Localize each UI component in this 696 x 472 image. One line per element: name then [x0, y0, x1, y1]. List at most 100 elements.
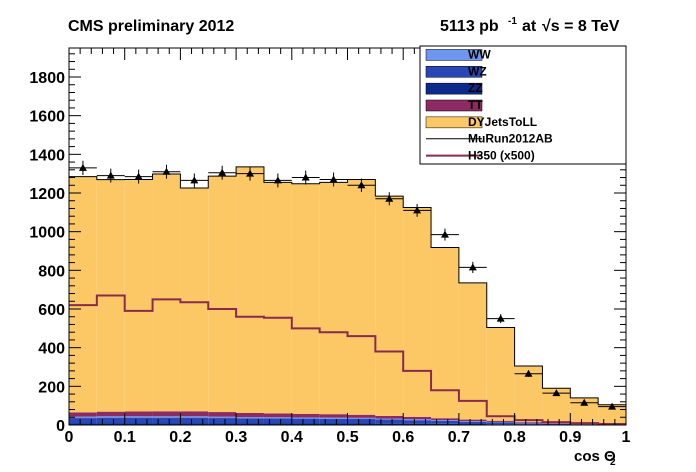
bar-ww-6: [236, 417, 264, 419]
data-point-5: [218, 168, 227, 176]
bar-ww-14: [458, 421, 487, 422]
legend-label-4: DYJetsToLL: [468, 115, 537, 129]
data-point-7: [273, 176, 282, 184]
x-tick-label-2: 0.2: [169, 429, 191, 446]
plot-area: 0 200 400 600 800 1000 1200 1400 1600 1800 0 0.1 0.2…: [29, 47, 631, 446]
bar-ww-7: [263, 417, 292, 419]
bar-zz-7: [263, 423, 292, 425]
bar-dyjetstoll-12: [403, 207, 432, 417]
bar-ww-3: [152, 416, 181, 418]
bar-zz-12: [403, 423, 432, 425]
bar-ww-15: [486, 421, 515, 423]
signal-line: [69, 294, 626, 426]
bar-zz-4: [180, 423, 209, 425]
bar-tt-16: [514, 422, 543, 423]
bar-zz-2: [124, 423, 153, 425]
bar-ww-13: [431, 420, 459, 421]
bar-dyjetstoll-7: [263, 182, 292, 414]
x-tick-label-0: 0: [65, 429, 74, 446]
data-point-6: [246, 169, 255, 177]
y-tick-label-1: 200: [38, 379, 65, 396]
bar-ww-4: [180, 416, 209, 418]
legend-label-6: H350 (x500): [468, 149, 535, 163]
bar-wz-1: [96, 417, 125, 424]
chart-title: CMS preliminary 2012: [68, 18, 234, 35]
bar-zz-6: [236, 423, 264, 425]
bar-tt-2: [124, 411, 153, 417]
legend-swatch-0: [425, 49, 483, 61]
bar-tt-3: [152, 411, 181, 417]
bar-wz-8: [291, 418, 320, 424]
x-tick-label-9: 0.9: [559, 429, 581, 446]
bar-wz-12: [403, 420, 432, 424]
energy-prefix: at: [522, 18, 537, 35]
bar-tt-1: [96, 411, 125, 417]
bar-tt-17: [542, 423, 571, 424]
bar-ww-10: [347, 417, 376, 420]
data-point-15: [496, 314, 505, 322]
bar-tt-5: [208, 412, 237, 417]
data-point-10: [357, 181, 366, 189]
bar-ww-9: [319, 417, 348, 419]
bar-wz-17: [542, 423, 571, 425]
bar-dyjetstoll-4: [180, 187, 209, 412]
legend-label-0: WW: [468, 47, 491, 61]
data-point-0: [78, 163, 87, 171]
legend: WW WZ ZZ TT DYJetsToLL MuRun2012AB H350 (x500): [419, 45, 627, 165]
bar-wz-5: [208, 418, 237, 424]
bar-dyjetstoll-14: [458, 282, 487, 420]
data-point-9: [329, 175, 338, 183]
bar-wz-10: [347, 419, 376, 424]
bar-ww-5: [208, 416, 237, 419]
data-point-4: [190, 176, 199, 184]
data-point-13: [440, 230, 449, 238]
legend-label-5: MuRun2012AB: [468, 132, 553, 146]
bar-zz-3: [152, 423, 181, 425]
lumi-exponent: -1: [508, 16, 517, 27]
bar-ww-1: [96, 416, 125, 418]
bar-zz-0: [69, 423, 97, 425]
bar-wz-4: [180, 417, 209, 424]
bar-zz-11: [375, 423, 404, 425]
x-tick-label-4: 0.4: [281, 429, 303, 446]
bar-wz-6: [236, 418, 264, 424]
bar-dyjetstoll-8: [291, 183, 320, 414]
bar-dyjetstoll-19: [598, 404, 626, 425]
data-point-14: [468, 263, 477, 271]
bar-dyjetstoll-5: [208, 176, 237, 413]
y-tick-label-5: 1000: [29, 225, 65, 242]
stack-outline: [68, 166, 627, 425]
data-point-1: [106, 171, 115, 179]
bar-wz-13: [431, 420, 459, 424]
bar-dyjetstoll-9: [319, 182, 348, 415]
x-axis-label: cos Θ: [574, 448, 616, 465]
bar-ww-12: [403, 419, 432, 421]
bar-zz-9: [319, 423, 348, 425]
bar-wz-16: [514, 423, 543, 425]
y-tick-label-9: 1800: [29, 70, 65, 87]
legend-label-2: ZZ: [468, 81, 483, 95]
y-tick-label-8: 1600: [29, 109, 65, 126]
bar-dyjetstoll-3: [152, 174, 181, 412]
x-tick-label-1: 0.1: [114, 429, 136, 446]
data-point-2: [134, 172, 143, 180]
bar-dyjetstoll-11: [375, 196, 404, 416]
data-point-16: [524, 369, 533, 377]
bar-tt-4: [180, 411, 209, 417]
data-point-3: [162, 167, 171, 175]
bar-tt-14: [458, 419, 487, 422]
x-axis-label-subscript: 2: [610, 457, 616, 468]
x-tick-label-3: 0.3: [225, 429, 247, 446]
bar-zz-1: [96, 423, 125, 425]
bar-wz-14: [458, 421, 487, 425]
y-tick-label-3: 600: [38, 302, 65, 319]
x-tick-label-6: 0.6: [392, 429, 414, 446]
bar-ww-0: [69, 416, 97, 419]
legend-swatch-4: [425, 116, 483, 129]
data-point-17: [552, 389, 561, 397]
y-tick-label-0: 0: [56, 418, 65, 435]
y-tick-label-6: 1200: [29, 186, 65, 203]
bar-dyjetstoll-10: [347, 179, 376, 415]
lumi-value: 5113 pb: [440, 18, 499, 35]
